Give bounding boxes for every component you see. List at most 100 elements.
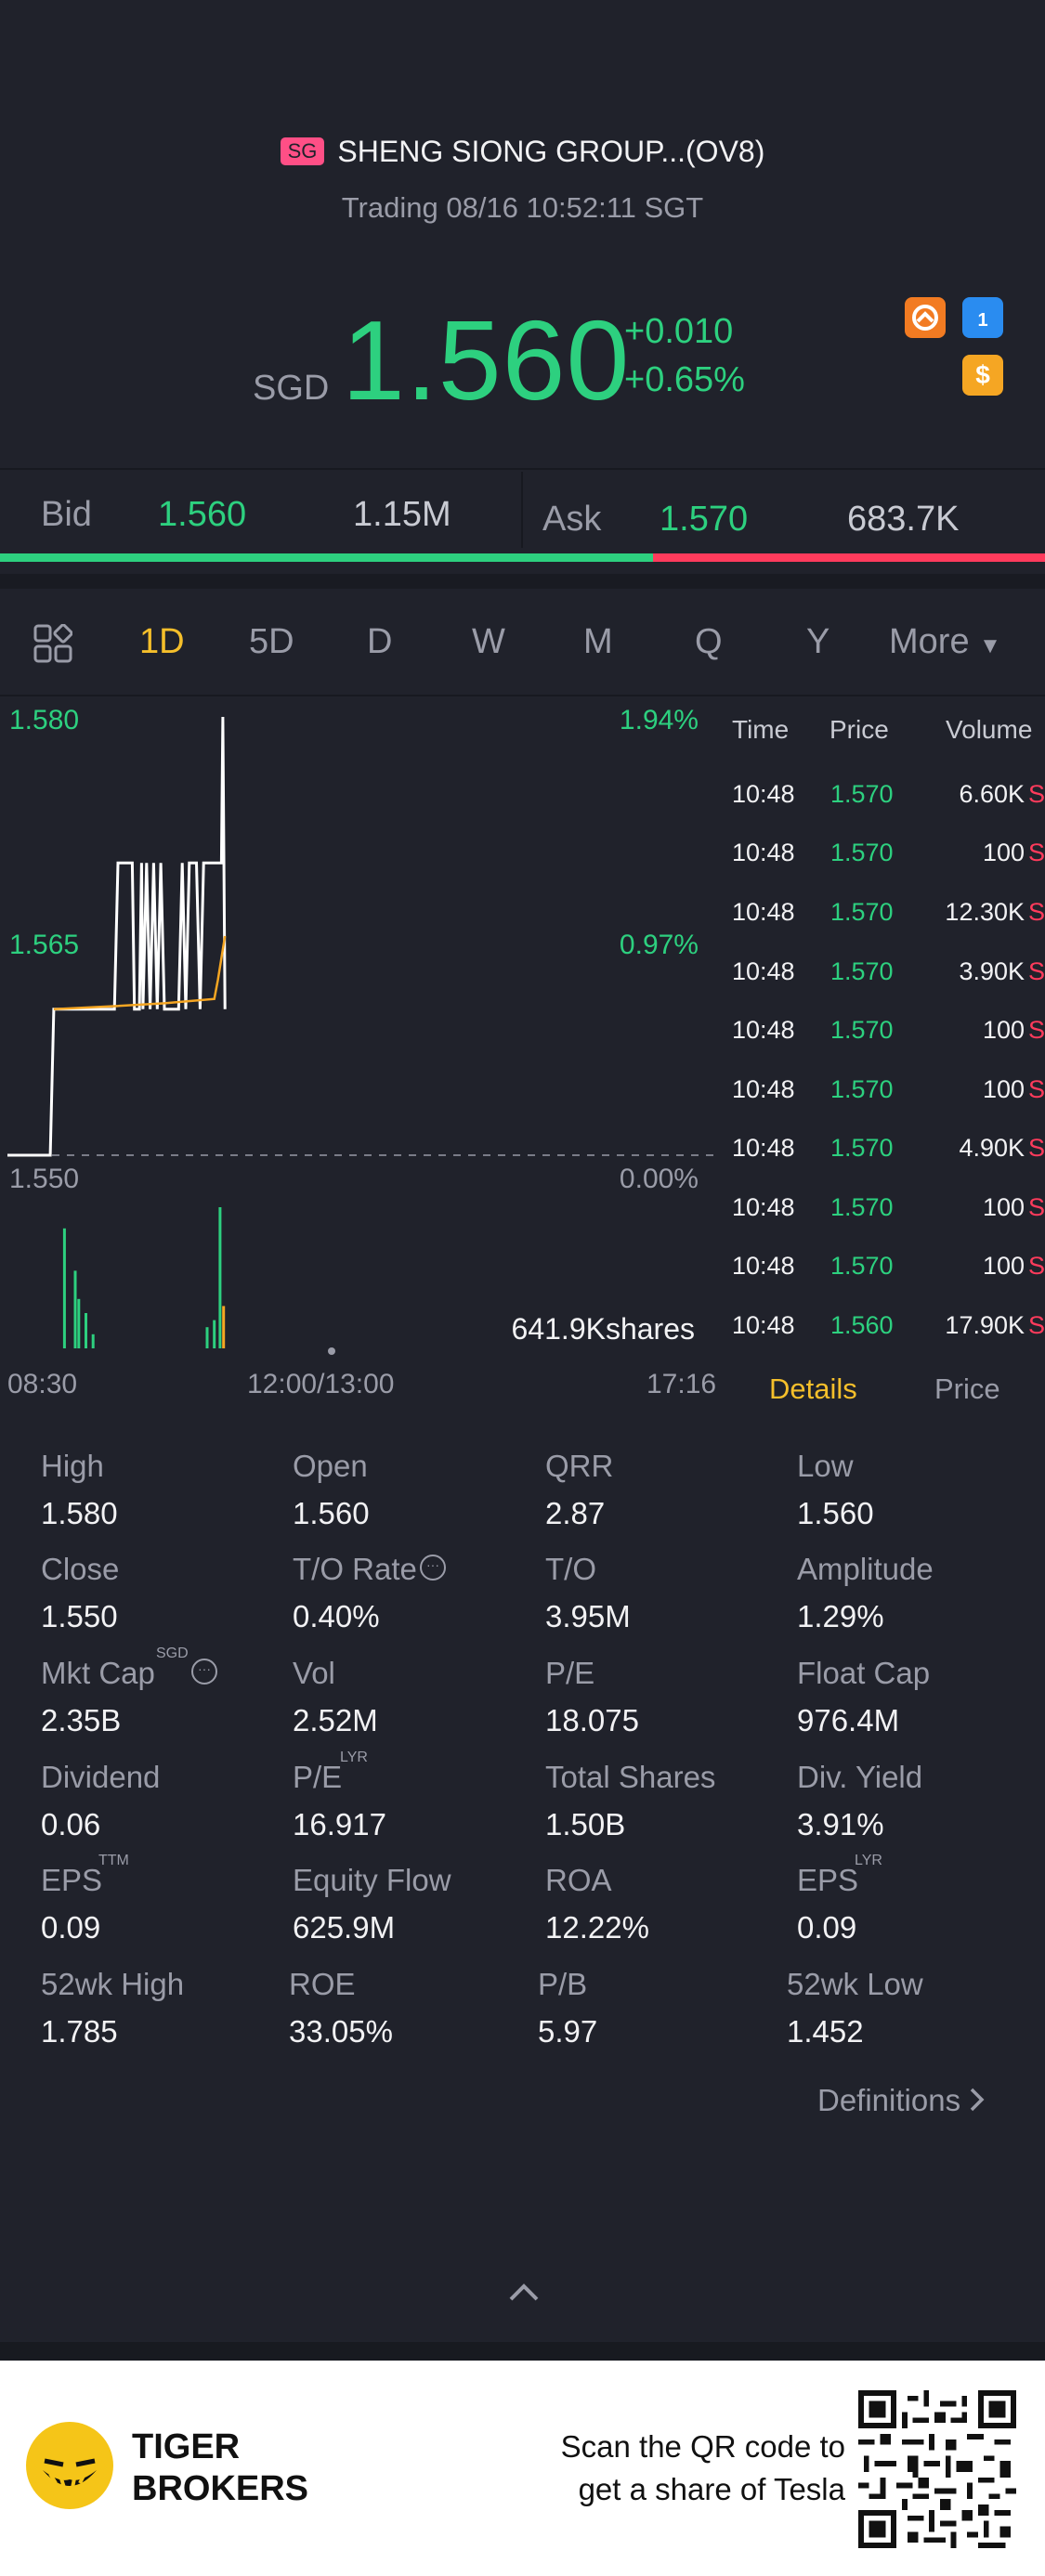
- ask-price: 1.570: [660, 500, 749, 539]
- trade-side-flag: S: [1027, 1193, 1045, 1221]
- chevron-up-icon[interactable]: [502, 2273, 546, 2310]
- trade-volume: 17.90K: [945, 1311, 1025, 1339]
- trade-side-flag: S: [1027, 898, 1045, 926]
- trades-header-price: Price: [829, 715, 889, 744]
- stat-dividend-value: 0.06: [41, 1807, 101, 1841]
- stat-roa-value: 12.22%: [545, 1910, 649, 1945]
- stat-amplitude-value: 1.29%: [797, 1599, 884, 1633]
- stat-low-value: 1.560: [797, 1496, 874, 1530]
- trade-row: 10:48 1.570 100 S: [732, 1252, 1045, 1308]
- stat-equity-flow-label: Equity Flow: [293, 1863, 451, 1897]
- chart-layout-icon[interactable]: [33, 624, 72, 663]
- chevron-right-icon: [969, 2085, 986, 2120]
- stock-title[interactable]: SG SHENG SIONG GROUP...(OV8): [0, 135, 1045, 169]
- stat-close-value: 1.550: [41, 1599, 118, 1633]
- trade-price: 1.570: [830, 1016, 894, 1044]
- y-tick-mid: 1.565: [9, 930, 79, 960]
- stat-pe-lyr-value: 16.917: [293, 1807, 386, 1841]
- divider: [0, 2342, 1045, 2361]
- promo-text-line1: Scan the QR code to: [560, 2429, 845, 2464]
- lightning-icon[interactable]: 1: [962, 297, 1003, 338]
- trade-side-flag: S: [1027, 957, 1045, 985]
- bid-ask-ratio-bar: [0, 553, 1045, 562]
- trade-side-flag: S: [1027, 1311, 1045, 1339]
- tab-5d[interactable]: 5D: [249, 622, 294, 661]
- trade-row: 10:48 1.570 100 S: [732, 839, 1045, 894]
- trade-time: 10:48: [732, 1134, 795, 1162]
- stat-open-value: 1.560: [293, 1496, 370, 1530]
- dollar-icon-glyph: $: [975, 360, 990, 389]
- volume-bar: [77, 1298, 81, 1348]
- qr-code-icon: [858, 2390, 1016, 2548]
- brand-name-line2: BROKERS: [132, 2469, 309, 2508]
- trade-row: 10:48 1.570 100 S: [732, 1075, 1045, 1131]
- trade-row: 10:48 1.570 6.60K S: [732, 780, 1045, 836]
- caret-down-icon: ▼: [979, 633, 1001, 658]
- trade-side-flag: S: [1027, 839, 1045, 866]
- trade-price: 1.560: [830, 1311, 894, 1339]
- stat-to-rate-label: T/O Rate: [293, 1552, 417, 1586]
- stock-connect-icon[interactable]: [905, 297, 946, 338]
- trade-volume: 100: [982, 1075, 1025, 1103]
- stat-to-value: 3.95M: [545, 1599, 631, 1633]
- tab-month[interactable]: M: [583, 622, 613, 661]
- trade-volume: 100: [982, 1252, 1025, 1280]
- divider: [521, 472, 523, 548]
- trade-price: 1.570: [830, 780, 894, 808]
- trade-side-flag: S: [1027, 1075, 1045, 1103]
- bid-ratio-fill: [0, 553, 654, 562]
- trade-volume: 100: [982, 1193, 1025, 1221]
- dollar-icon[interactable]: $: [962, 355, 1003, 396]
- trade-time: 10:48: [732, 780, 795, 808]
- stat-pe-lyr-label: P/E: [293, 1760, 343, 1794]
- trading-status: Trading 08/16 10:52:11 SGT: [341, 191, 704, 224]
- definitions-link[interactable]: Definitions: [817, 2083, 986, 2120]
- divider: [0, 574, 1045, 589]
- stat-pe-value: 18.075: [545, 1703, 639, 1737]
- trade-price: 1.570: [830, 957, 894, 985]
- trade-volume: 100: [982, 839, 1025, 866]
- tab-price[interactable]: Price: [934, 1373, 1000, 1405]
- intraday-chart[interactable]: 1.580 1.565 1.550 1.94% 0.97% 0.00% 641.…: [0, 698, 729, 1369]
- tab-week[interactable]: W: [472, 622, 505, 661]
- tab-year[interactable]: Y: [806, 622, 830, 661]
- stat-amplitude-label: Amplitude: [797, 1552, 934, 1586]
- trade-time: 10:48: [732, 1016, 795, 1044]
- volume-bars: [62, 1207, 226, 1348]
- trade-side-flag: S: [1027, 1252, 1045, 1280]
- tab-quarter[interactable]: Q: [695, 622, 723, 661]
- y-pct-high: 1.94%: [620, 705, 699, 735]
- bid-price: 1.560: [158, 495, 247, 534]
- trade-volume: 100: [982, 1016, 1025, 1044]
- trade-row: 10:48 1.570 100 S: [732, 1193, 1045, 1249]
- trade-row: 10:48 1.570 12.30K S: [732, 898, 1045, 954]
- trade-price: 1.570: [830, 839, 894, 866]
- tab-1d[interactable]: 1D: [139, 622, 185, 661]
- tiger-logo-icon: [26, 2422, 113, 2509]
- promo-text-line2: get a share of Tesla: [578, 2472, 845, 2506]
- last-price: 1.560: [342, 297, 631, 423]
- trade-side-flag: S: [1027, 1016, 1045, 1044]
- bid-volume: 1.15M: [353, 495, 451, 534]
- info-icon[interactable]: ···: [420, 1555, 446, 1581]
- trade-row: 10:48 1.560 17.90K S: [732, 1311, 1045, 1367]
- trade-row: 10:48 1.570 4.90K S: [732, 1134, 1045, 1190]
- stat-eps-ttm-suffix: TTM: [98, 1853, 129, 1868]
- stat-pe-lyr-suffix: LYR: [340, 1750, 368, 1765]
- divider: [0, 695, 1045, 696]
- info-icon[interactable]: ···: [191, 1659, 217, 1685]
- stat-to-rate-value: 0.40%: [293, 1599, 380, 1633]
- tab-details[interactable]: Details: [769, 1373, 857, 1405]
- price-change-percent: +0.65%: [624, 360, 745, 399]
- trade-price: 1.570: [830, 1252, 894, 1280]
- ask-label: Ask: [542, 500, 602, 539]
- average-price-line: [53, 935, 227, 1010]
- volume-total: 641.9Kshares: [512, 1312, 695, 1346]
- volume-bar: [85, 1313, 87, 1348]
- volume-bar: [205, 1327, 209, 1348]
- trades-header-volume: Volume: [946, 715, 1033, 744]
- stat-total-shares-value: 1.50B: [545, 1807, 626, 1841]
- tab-more[interactable]: More ▼: [889, 622, 1001, 662]
- tab-day[interactable]: D: [367, 622, 393, 661]
- price-change: +0.010: [624, 312, 734, 351]
